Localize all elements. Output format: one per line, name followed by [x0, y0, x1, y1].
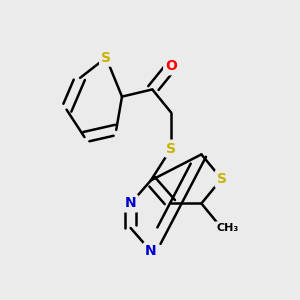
Text: CH₃: CH₃: [216, 223, 238, 233]
Text: N: N: [145, 244, 157, 258]
Text: S: S: [101, 51, 111, 65]
Text: S: S: [217, 172, 226, 186]
Text: O: O: [165, 59, 177, 73]
Text: N: N: [125, 196, 136, 211]
Text: S: S: [166, 142, 176, 156]
